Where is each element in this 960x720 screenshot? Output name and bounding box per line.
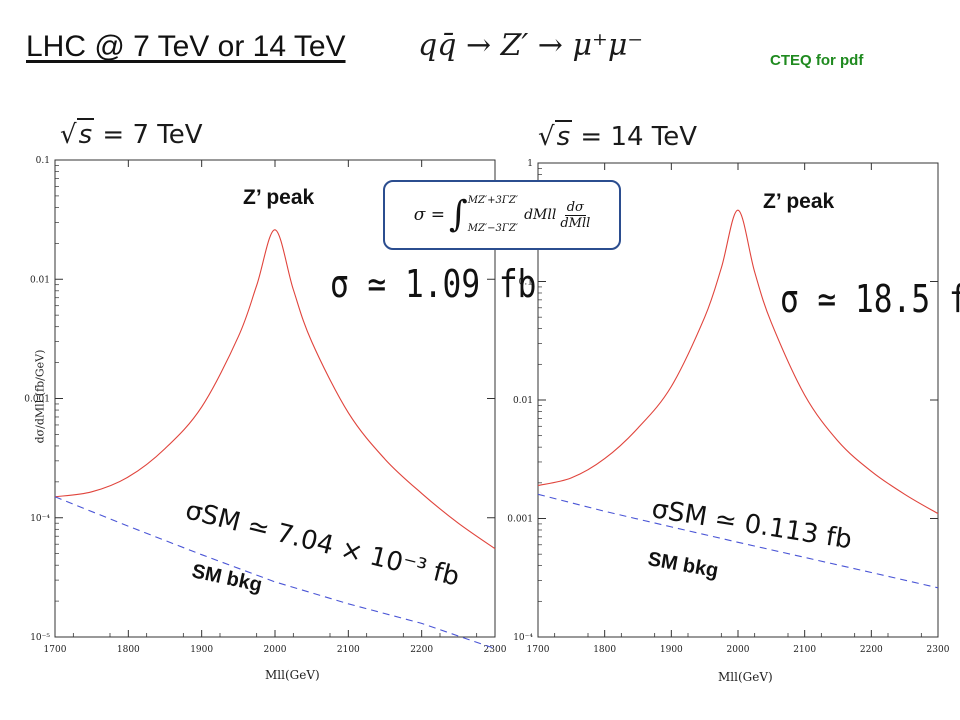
cross-section-left: σ ≃ 1.09 fb (330, 262, 537, 306)
pdf-note: CTEQ for pdf (770, 52, 864, 69)
sqrt-sign: √ (538, 122, 555, 152)
integral-formula-box: σ = ∫ MZ′+3ΓZ′ MZ′−3ΓZ′ dMll dσ dMll (383, 180, 621, 250)
integral-limits: MZ′+3ΓZ′ MZ′−3ΓZ′ (468, 194, 518, 236)
formula-sigma: σ = (413, 205, 445, 225)
x-axis-label-left: Mll(GeV) (265, 668, 320, 682)
x-tick-label: 1800 (593, 645, 616, 655)
y-tick-label: 0.1 (36, 156, 50, 166)
z-peak-label-left: Z’ peak (243, 186, 315, 209)
energy-value: = 14 TeV (572, 122, 698, 152)
x-axis-label-right: Mll(GeV) (718, 670, 773, 684)
y-tick-label: 0.001 (24, 395, 50, 405)
cross-section-right: σ ≃ 18.5 fb (780, 277, 960, 321)
integral-lower-limit: MZ′−3ΓZ′ (467, 223, 519, 234)
x-tick-label: 2200 (410, 645, 433, 655)
x-tick-label: 2200 (860, 645, 883, 655)
y-tick-label: 0.1 (519, 278, 533, 288)
y-tick-label: 0.01 (30, 275, 50, 285)
y-tick-label: 0.01 (513, 396, 533, 406)
x-tick-label: 2100 (337, 645, 360, 655)
x-tick-label: 1700 (44, 645, 67, 655)
y-tick-label: 10⁻⁴ (30, 514, 50, 524)
y-tick-label: 10⁻⁵ (30, 633, 50, 643)
x-tick-label: 2100 (793, 645, 816, 655)
sm-background-line (537, 493, 939, 589)
x-tick-label: 1900 (660, 645, 683, 655)
x-tick-label: 2300 (927, 645, 950, 655)
y-axis-label-left: dσ/dMll (fb/GeV) (33, 349, 47, 444)
x-tick-label: 1800 (117, 645, 140, 655)
x-tick-label: 1700 (527, 645, 550, 655)
integrand-numerator: dσ (564, 199, 586, 216)
x-tick-label: 2000 (264, 645, 287, 655)
sqrt-sign: √ (60, 120, 77, 150)
integrand-fraction: dσ dMll (560, 200, 590, 231)
x-tick-label: 2000 (727, 645, 750, 655)
signal-curve (54, 229, 496, 550)
x-tick-label: 1900 (190, 645, 213, 655)
energy-label-left: √s = 7 TeV (60, 118, 203, 150)
sm-background-line (54, 496, 496, 650)
process-formula: qq̄ → Z′ → μ⁺μ⁻ (418, 28, 644, 63)
slide-title: LHC @ 7 TeV or 14 TeV (26, 30, 346, 63)
integral-upper-limit: MZ′+3ΓZ′ (467, 195, 519, 206)
sqrt-argument: s (76, 118, 95, 150)
z-peak-label-right: Z’ peak (763, 190, 835, 213)
integrand-denominator: dMll (560, 215, 591, 231)
signal-curve (537, 209, 939, 515)
integral-sign: ∫ (448, 194, 468, 235)
y-tick-label: 0.001 (507, 515, 533, 525)
energy-label-right: √s = 14 TeV (538, 120, 697, 152)
y-tick-label: 1 (527, 159, 533, 169)
y-tick-label: 10⁻⁴ (513, 633, 533, 643)
sqrt-argument: s (554, 120, 573, 152)
x-tick-label: 2300 (484, 645, 507, 655)
integral-measure: dMll (524, 207, 557, 223)
energy-value: = 7 TeV (94, 120, 203, 150)
